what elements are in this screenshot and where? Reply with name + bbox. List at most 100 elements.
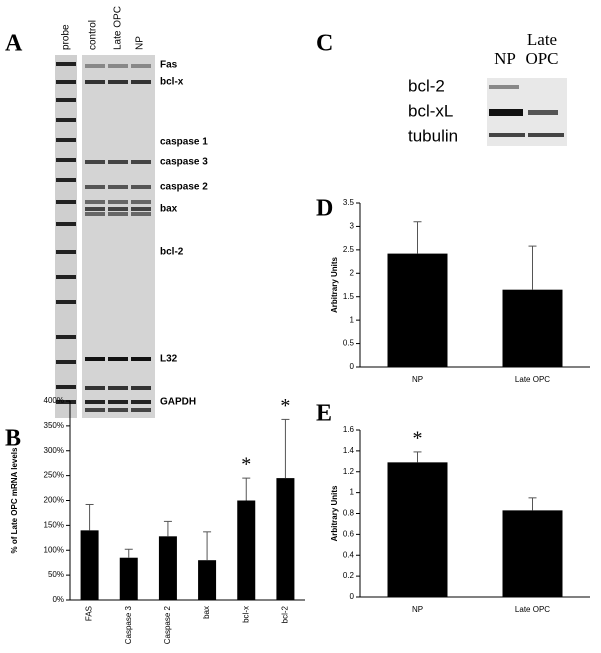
- gel-band: [108, 400, 128, 404]
- y-tick-label: 0.4: [343, 550, 355, 559]
- x-tick-label: FAS: [85, 606, 94, 621]
- y-tick-label: 0: [350, 362, 355, 371]
- gel-band: [56, 80, 76, 84]
- gel-band: [56, 300, 76, 304]
- gel-band: [56, 118, 76, 122]
- row-label: bcl-2: [408, 76, 445, 95]
- gel-band: [56, 275, 76, 279]
- gel-band: [85, 200, 105, 204]
- band-label: caspase 1: [160, 137, 208, 148]
- gel-band: [56, 158, 76, 162]
- blot-band: [489, 109, 523, 116]
- panel-letter: A: [5, 31, 23, 57]
- panel-letter: D: [316, 196, 333, 222]
- y-tick-label: 350%: [44, 421, 64, 430]
- row-label: tubulin: [408, 126, 458, 145]
- x-tick-label: NP: [412, 375, 423, 384]
- gel-band: [56, 400, 76, 404]
- band-label: caspase 2: [160, 182, 208, 193]
- y-tick-label: 2.5: [343, 245, 355, 254]
- bar: [80, 530, 99, 600]
- gel-band: [85, 80, 105, 84]
- gel-band: [85, 185, 105, 189]
- panel-letter: C: [316, 31, 333, 57]
- gel-band: [85, 212, 105, 216]
- gel-band: [131, 185, 151, 189]
- band-label: Fas: [160, 60, 178, 71]
- y-tick-label: 250%: [44, 471, 64, 480]
- y-tick-label: 0.6: [343, 529, 355, 538]
- y-axis-label: % of Late OPC mRNA levels: [10, 447, 19, 554]
- lane-label: probe: [61, 24, 72, 50]
- y-tick-label: 0.2: [343, 571, 355, 580]
- x-tick-label: Caspase 3: [124, 605, 133, 644]
- gel-band: [131, 160, 151, 164]
- gel-band: [108, 212, 128, 216]
- gel-band: [85, 408, 105, 412]
- y-tick-label: 3.5: [343, 198, 355, 207]
- bar: [119, 557, 138, 600]
- y-axis-label: Arbitrary Units: [330, 256, 339, 313]
- x-tick-label: Late OPC: [515, 375, 550, 384]
- gel-band: [108, 200, 128, 204]
- gel-band: [108, 185, 128, 189]
- gel-band: [108, 207, 128, 211]
- lane-label: control: [88, 20, 99, 50]
- gel-band: [85, 386, 105, 390]
- band-label: L32: [160, 354, 178, 365]
- bar: [198, 560, 217, 600]
- gel-band: [131, 207, 151, 211]
- gel-band: [56, 98, 76, 102]
- gel-band: [56, 335, 76, 339]
- panel-letter: E: [316, 401, 332, 427]
- blot-band: [528, 133, 564, 137]
- y-tick-label: 0.8: [343, 509, 355, 518]
- row-label: bcl-xL: [408, 101, 453, 120]
- y-tick-label: 100%: [44, 545, 64, 554]
- gel-band: [131, 64, 151, 68]
- significance-mark: *: [413, 428, 423, 450]
- gel-band: [85, 400, 105, 404]
- gel-band: [56, 200, 76, 204]
- gel-band: [131, 212, 151, 216]
- y-tick-label: 1: [350, 488, 355, 497]
- bar: [502, 510, 563, 597]
- y-tick-label: 0: [350, 592, 355, 601]
- gel-band: [56, 62, 76, 66]
- y-tick-label: 50%: [48, 570, 64, 579]
- gel-band: [85, 357, 105, 361]
- gel-band: [131, 386, 151, 390]
- y-tick-label: 150%: [44, 520, 64, 529]
- y-tick-label: 3: [350, 222, 355, 231]
- blot-band: [489, 85, 519, 89]
- lane-label: NP: [135, 36, 146, 50]
- lane-label: Late OPC: [113, 6, 124, 50]
- bar: [387, 253, 448, 367]
- bar: [276, 478, 295, 600]
- y-tick-label: 0.5: [343, 339, 355, 348]
- significance-mark: *: [280, 395, 290, 417]
- gel-band: [131, 357, 151, 361]
- y-tick-label: 1: [350, 315, 355, 324]
- y-tick-label: 1.5: [343, 292, 355, 301]
- gel-band: [131, 200, 151, 204]
- band-label: bax: [160, 204, 178, 215]
- band-label: GAPDH: [160, 397, 196, 408]
- bar: [158, 536, 177, 600]
- gel-band: [108, 357, 128, 361]
- gel-band: [131, 80, 151, 84]
- gel-band: [85, 160, 105, 164]
- y-tick-label: 400%: [44, 396, 64, 405]
- blot-band: [489, 133, 525, 137]
- bar: [387, 462, 448, 597]
- gel-band: [108, 80, 128, 84]
- y-axis-label: Arbitrary Units: [330, 485, 339, 542]
- y-tick-label: 1.4: [343, 446, 355, 455]
- gel-band: [56, 385, 76, 389]
- band-label: caspase 3: [160, 157, 208, 168]
- gel-band: [131, 400, 151, 404]
- y-tick-label: 300%: [44, 446, 64, 455]
- gel-band: [56, 138, 76, 142]
